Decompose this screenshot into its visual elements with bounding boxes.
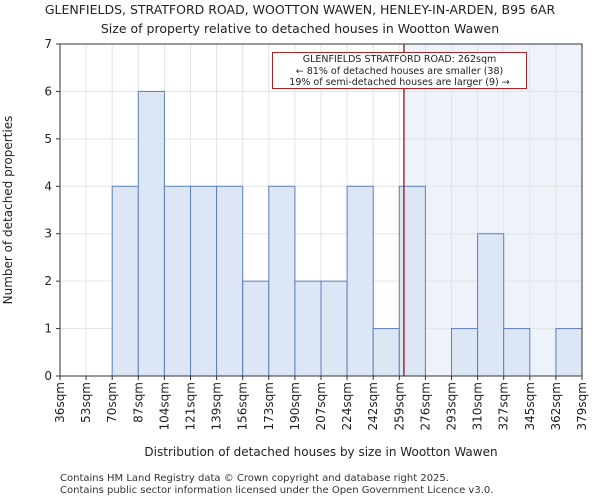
annotation-line-3: 19% of semi-detached houses are larger (… <box>289 77 510 88</box>
y-tick-label: 7 <box>44 37 52 51</box>
y-tick-label: 5 <box>44 132 52 146</box>
histogram-bar <box>477 233 505 377</box>
y-tick-label: 2 <box>44 274 52 288</box>
x-tick-label: 156sqm <box>236 382 250 430</box>
y-tick-label: 4 <box>44 179 52 193</box>
x-tick-label: 70sqm <box>105 382 119 423</box>
x-tick-label: 173sqm <box>262 382 276 430</box>
x-tick-label: 259sqm <box>392 382 406 430</box>
footer-line-2: Contains public sector information licen… <box>60 485 494 496</box>
histogram-bar <box>242 280 270 377</box>
x-tick-label: 190sqm <box>288 382 302 430</box>
x-tick-label: 139sqm <box>210 382 224 430</box>
histogram-bar <box>555 328 583 377</box>
x-tick-label: 362sqm <box>549 382 563 430</box>
histogram-bar <box>372 328 400 377</box>
histogram-bar <box>503 328 531 377</box>
histogram-bar <box>320 280 348 377</box>
y-tick-label: 6 <box>44 84 52 98</box>
annotation-line-2: ← 81% of detached houses are smaller (38… <box>295 65 504 77</box>
histogram-bar <box>268 185 296 377</box>
x-tick-label: 53sqm <box>79 382 93 423</box>
x-tick-label: 87sqm <box>131 382 145 423</box>
footer-line-1: Contains HM Land Registry data © Crown c… <box>60 473 449 484</box>
x-tick-label: 276sqm <box>418 382 432 430</box>
chart-title: GLENFIELDS, STRATFORD ROAD, WOOTTON WAWE… <box>44 2 556 17</box>
histogram-bar <box>294 280 322 377</box>
histogram-bar <box>163 185 191 377</box>
x-tick-label: 379sqm <box>575 382 589 430</box>
y-axis-label: Number of detached properties <box>1 115 15 305</box>
y-tick-label: 3 <box>44 227 52 241</box>
x-tick-label: 327sqm <box>497 382 511 430</box>
histogram-bar <box>111 185 139 377</box>
x-tick-label: 121sqm <box>184 382 198 430</box>
property-annotation: GLENFIELDS STRATFORD ROAD: 262sqm ← 81% … <box>272 52 527 89</box>
histogram-bar <box>346 185 374 377</box>
histogram-bar <box>216 185 244 377</box>
annotation-line-1: GLENFIELDS STRATFORD ROAD: 262sqm <box>302 54 497 65</box>
x-tick-label: 242sqm <box>366 382 380 430</box>
histogram-bar <box>451 328 479 377</box>
x-tick-label: 104sqm <box>157 382 171 430</box>
x-tick-label: 36sqm <box>53 382 67 423</box>
histogram-bar <box>190 185 218 377</box>
x-tick-label: 207sqm <box>314 382 328 430</box>
x-tick-label: 345sqm <box>523 382 537 430</box>
x-axis-label: Distribution of detached houses by size … <box>144 445 498 459</box>
chart-subtitle: Size of property relative to detached ho… <box>100 21 500 36</box>
x-tick-label: 310sqm <box>471 382 485 430</box>
histogram-bar <box>137 90 165 377</box>
y-tick-label: 1 <box>44 322 52 336</box>
x-tick-label: 293sqm <box>445 382 459 430</box>
x-tick-label: 224sqm <box>340 382 354 430</box>
histogram-bar <box>398 185 426 377</box>
y-tick-label: 0 <box>44 369 52 383</box>
